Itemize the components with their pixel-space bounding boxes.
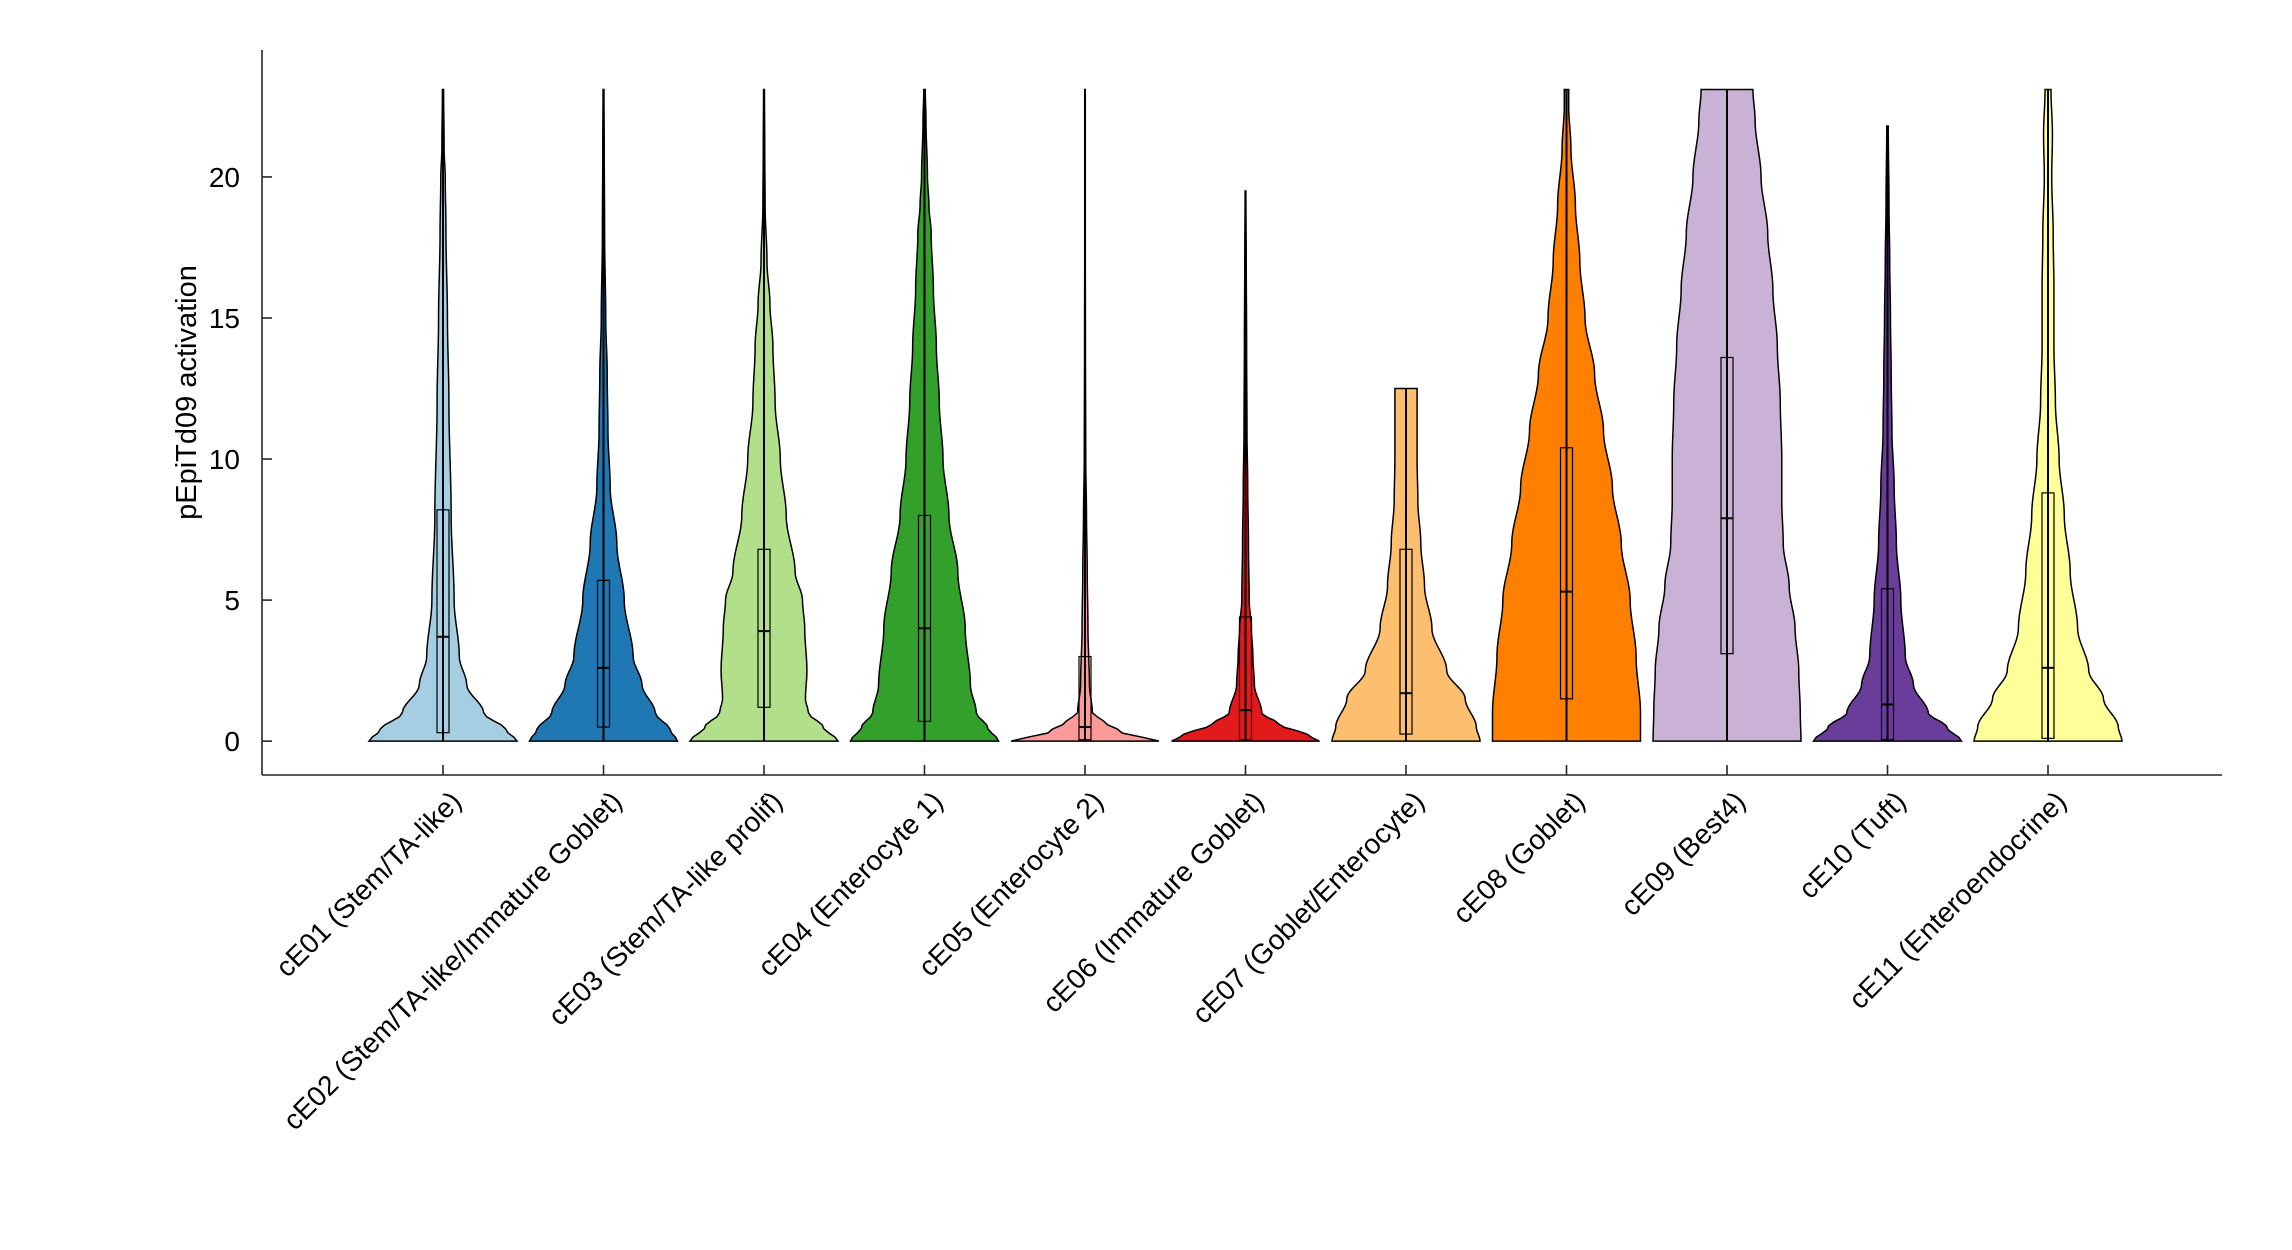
x-category-label: cE09 (Best4) bbox=[1615, 785, 1751, 921]
y-tick-label: 10 bbox=[209, 444, 240, 475]
violin-iqr-box bbox=[1238, 616, 1253, 741]
y-tick-label: 5 bbox=[224, 585, 240, 616]
violin-iqr-box bbox=[1880, 588, 1895, 741]
violin-group bbox=[1491, 88, 1642, 742]
violin-group bbox=[1973, 88, 2123, 742]
violin-group bbox=[849, 88, 1000, 742]
axes: 0 5 10 15 20 cE01 (Stem/TA-like)cE02 (Stem/T… bbox=[209, 50, 2222, 1136]
y-ticks: 0 5 10 15 20 bbox=[209, 162, 272, 757]
violin-iqr-box bbox=[1078, 655, 1092, 741]
y-tick-label: 15 bbox=[209, 303, 240, 334]
violin-iqr-box bbox=[2041, 492, 2055, 739]
violin-group bbox=[1010, 88, 1160, 742]
y-axis-label: pEpiTd09 activation bbox=[171, 265, 203, 520]
x-category-label: cE08 (Goblet) bbox=[1447, 785, 1591, 929]
x-category-label: cE02 (Stem/TA-like/Immature Goblet) bbox=[277, 785, 628, 1136]
violin-iqr-box bbox=[1399, 548, 1413, 735]
violin-group bbox=[1171, 190, 1320, 742]
x-ticks: cE01 (Stem/TA-like)cE02 (Stem/TA-like/Im… bbox=[270, 765, 2072, 1136]
violin-iqr-box bbox=[1559, 447, 1574, 700]
violin-group bbox=[1331, 387, 1481, 742]
y-tick-label: 20 bbox=[209, 162, 240, 193]
violin-group bbox=[528, 88, 679, 742]
violin-group bbox=[1812, 125, 1963, 742]
violin-iqr-box bbox=[596, 579, 611, 728]
x-category-label: cE10 (Tuft) bbox=[1793, 785, 1912, 904]
violin-layer bbox=[367, 88, 2123, 742]
violin-iqr-box bbox=[757, 548, 771, 708]
violin-iqr-box bbox=[1720, 356, 1734, 655]
violin-group bbox=[367, 88, 519, 742]
violin-iqr-box bbox=[436, 509, 450, 734]
violin-group bbox=[1652, 88, 1802, 742]
violin-group bbox=[688, 88, 840, 742]
violin-iqr-box bbox=[917, 514, 932, 723]
y-tick-label: 0 bbox=[224, 726, 240, 757]
